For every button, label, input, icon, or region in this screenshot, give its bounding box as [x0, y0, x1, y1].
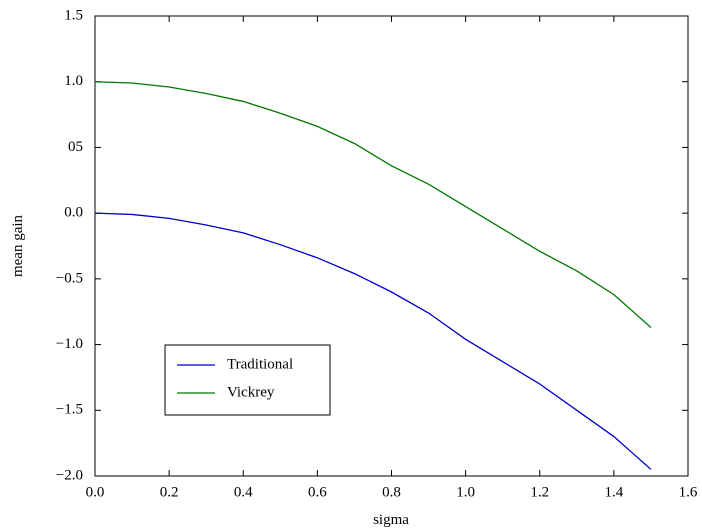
y-axis-label: mean gain: [10, 214, 26, 277]
line-series: [94, 212, 652, 470]
y-tick-label: 1.0: [64, 73, 83, 89]
y-tick-label: −2.0: [56, 467, 83, 483]
y-tick-label: 0.0: [64, 205, 83, 221]
y-tick-label: 1.5: [64, 7, 83, 23]
y-tick-label: −1.5: [56, 402, 83, 418]
line-series: [94, 81, 652, 328]
x-tick-label: 0.0: [86, 484, 105, 500]
x-axis-label: sigma: [373, 512, 409, 528]
legend-label: Vickrey: [227, 384, 275, 400]
x-tick-label: 0.6: [308, 484, 327, 500]
x-tick-label: 0.2: [160, 484, 179, 500]
x-tick-label: 1.2: [530, 484, 549, 500]
x-tick-label: 1.0: [456, 484, 475, 500]
y-tick-label: −0.5: [56, 270, 83, 286]
x-tick-label: 1.4: [605, 484, 624, 500]
legend-box: [164, 344, 331, 416]
y-tick-label: 05: [68, 139, 83, 155]
x-tick-label: 0.8: [382, 484, 401, 500]
x-tick-label: 1.6: [679, 484, 698, 500]
y-tick-label: −1.0: [56, 336, 83, 352]
x-tick-label: 0.4: [234, 484, 253, 500]
legend-label: Traditional: [227, 356, 293, 372]
